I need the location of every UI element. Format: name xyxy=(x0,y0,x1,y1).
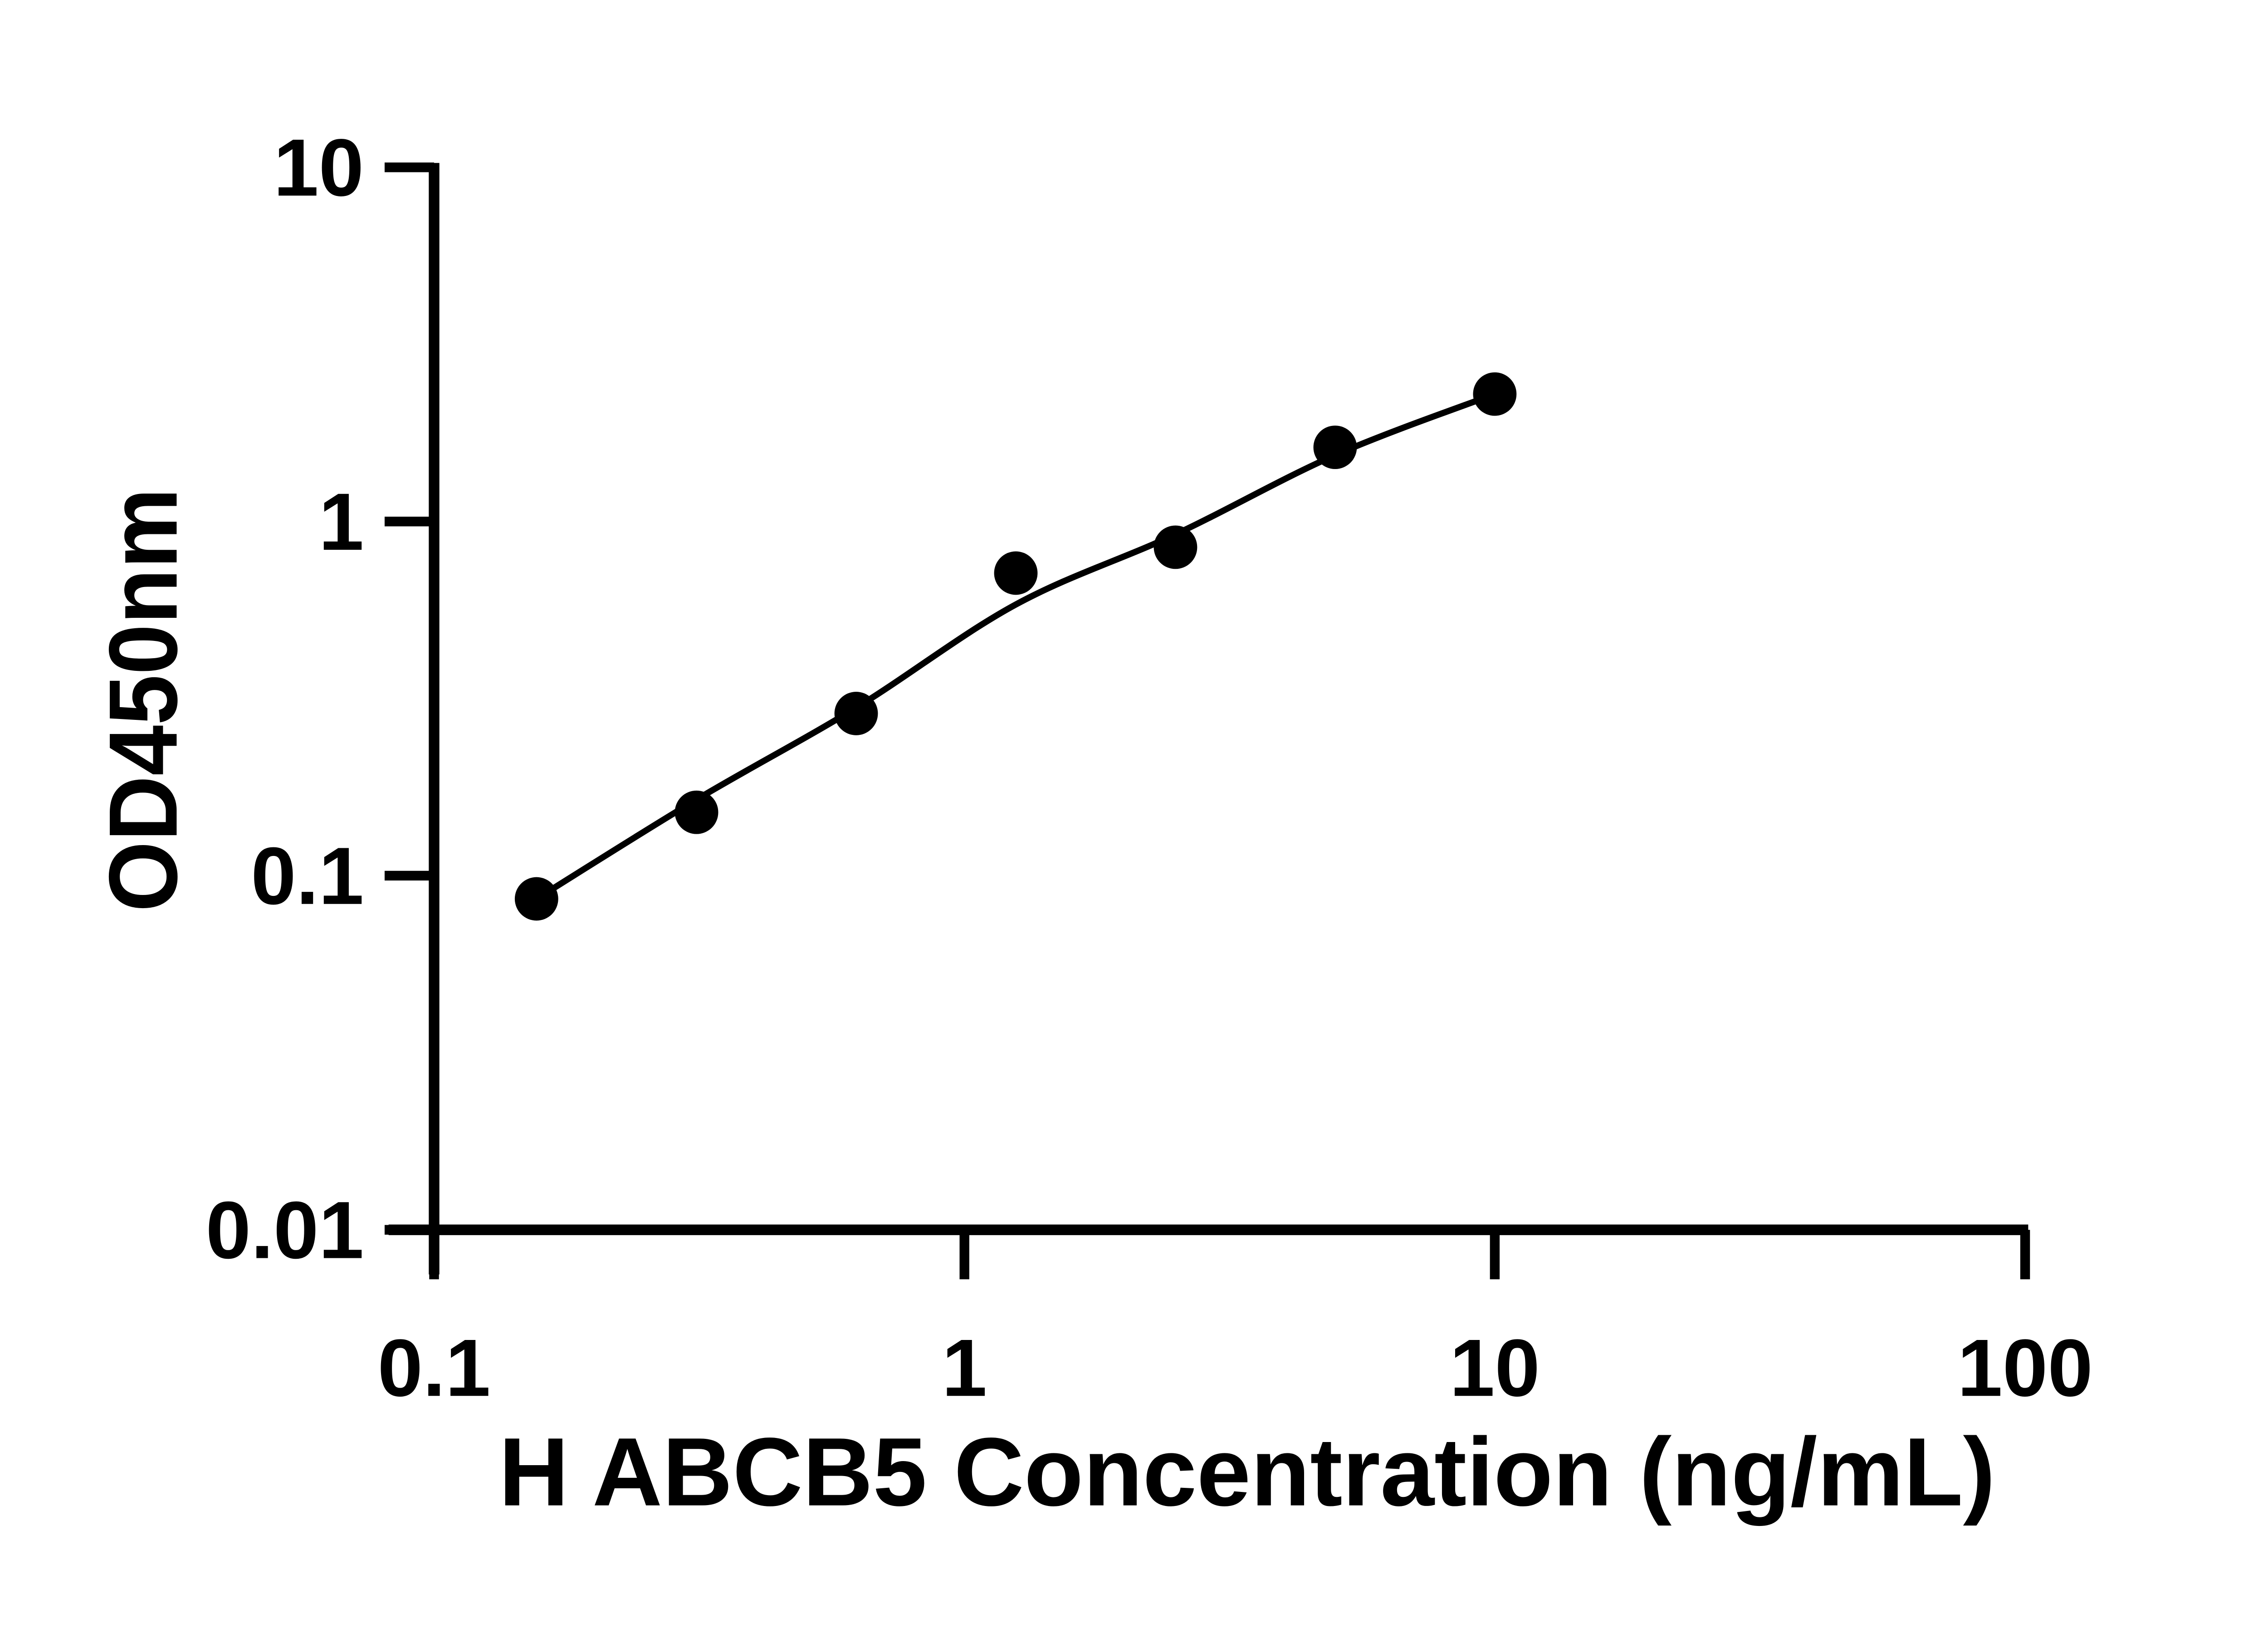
data-point-marker xyxy=(834,692,878,735)
x-axis-title: H ABCB5 Concentration (ng/mL) xyxy=(499,1418,1995,1526)
x-tick-label: 1 xyxy=(942,1322,987,1413)
y-tick-labels: 10 1 0.1 0.01 xyxy=(206,122,364,1275)
y-ticks xyxy=(384,162,434,1235)
x-tick-labels: 0.1 1 10 100 xyxy=(377,1322,2093,1413)
y-tick-label: 0.1 xyxy=(251,831,364,921)
data-point-marker xyxy=(1473,372,1517,416)
data-point-marker xyxy=(994,551,1038,595)
data-point-marker xyxy=(1154,525,1198,569)
y-axis-title: OD450nm xyxy=(89,488,197,912)
data-point-marker xyxy=(1313,425,1357,469)
x-tick-label: 10 xyxy=(1450,1322,1540,1413)
data-point-marker xyxy=(514,877,558,921)
plot-background xyxy=(0,21,2268,1612)
data-point-marker xyxy=(675,790,719,834)
x-tick-label: 0.1 xyxy=(377,1322,490,1413)
y-tick-label: 0.01 xyxy=(206,1185,364,1276)
y-tick-label: 1 xyxy=(319,476,364,567)
y-tick-label: 10 xyxy=(274,122,364,213)
x-tick-label: 100 xyxy=(1957,1322,2093,1413)
data-points xyxy=(514,372,1517,921)
x-ticks xyxy=(429,1230,2030,1280)
